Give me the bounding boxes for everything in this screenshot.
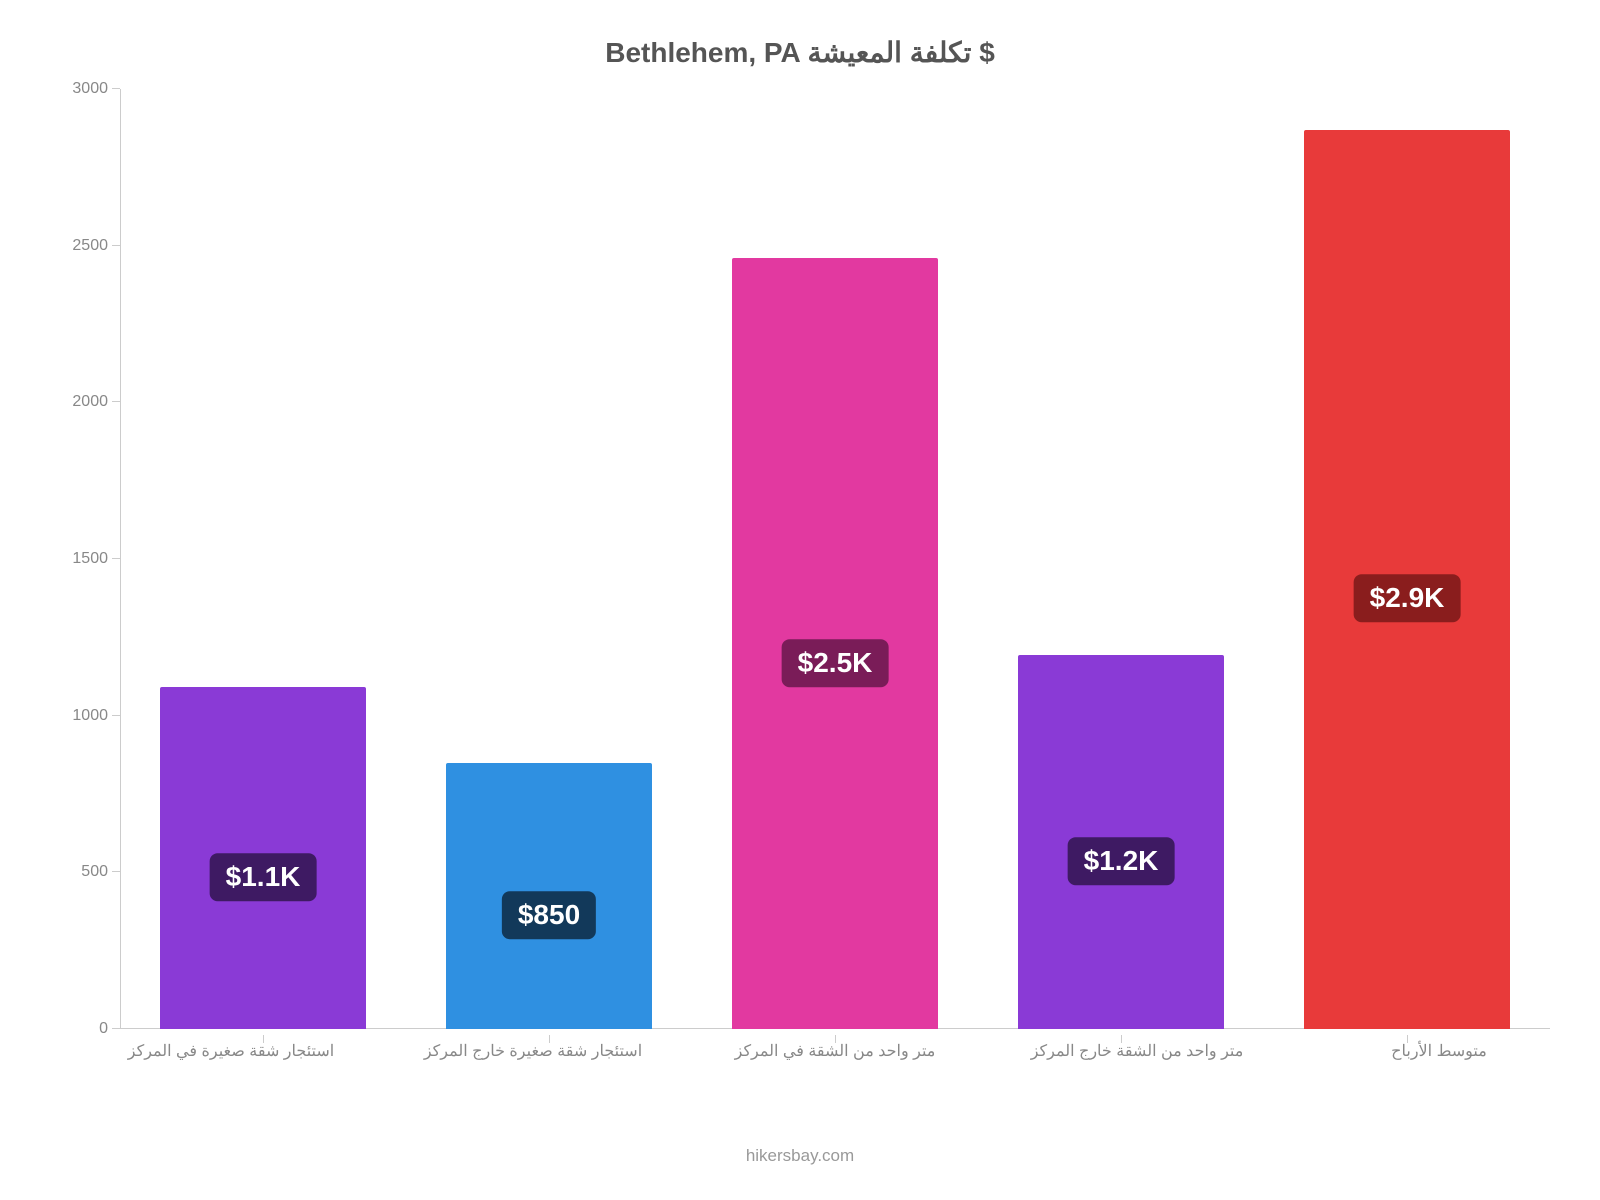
bar-value-label: $1.2K — [1068, 837, 1175, 885]
chart-container: Bethlehem, PA تكلفة المعيشة $ 0 500 1000 15… — [0, 0, 1600, 1200]
x-axis-label: متر واحد من الشقة خارج المركز — [986, 1041, 1288, 1061]
bar-slot: $2.9K — [1264, 89, 1550, 1029]
bar: $1.2K — [1018, 655, 1224, 1029]
chart-title: Bethlehem, PA تكلفة المعيشة $ — [40, 36, 1560, 69]
y-tick-mark — [112, 558, 120, 559]
y-tick-label: 1500 — [48, 550, 108, 568]
bar-value-label: $2.9K — [1354, 575, 1461, 623]
y-tick-label: 2000 — [48, 393, 108, 411]
y-tick-label: 500 — [48, 863, 108, 881]
bar-value-label: $1.1K — [210, 853, 317, 901]
bar: $2.9K — [1304, 130, 1510, 1029]
x-axis-label: متوسط الأرباح — [1288, 1041, 1590, 1061]
bars-row: $1.1K $850 $2.5K $1.2K $2.9K — [120, 89, 1550, 1029]
bar-slot: $1.2K — [978, 89, 1264, 1029]
bar: $1.1K — [160, 687, 366, 1029]
bar-slot: $1.1K — [120, 89, 406, 1029]
y-tick-label: 2500 — [48, 237, 108, 255]
bar-value-label: $2.5K — [782, 639, 889, 687]
bar-slot: $850 — [406, 89, 692, 1029]
y-axis: 050010001500200025003000 — [40, 89, 120, 1029]
y-tick-mark — [112, 871, 120, 872]
x-axis-label: استئجار شقة صغيرة في المركز — [80, 1041, 382, 1061]
x-axis-labels: استئجار شقة صغيرة في المركزاستئجار شقة ص… — [80, 1041, 1590, 1061]
bar-slot: $2.5K — [692, 89, 978, 1029]
bar: $850 — [446, 763, 652, 1029]
y-tick-mark — [112, 245, 120, 246]
y-tick-mark — [112, 1028, 120, 1029]
y-tick-mark — [112, 715, 120, 716]
chart-grid: $1.1K $850 $2.5K $1.2K $2.9K — [120, 89, 1550, 1029]
bar: $2.5K — [732, 258, 938, 1029]
bar-value-label: $850 — [502, 891, 596, 939]
y-tick-label: 1000 — [48, 707, 108, 725]
y-tick-label: 3000 — [48, 80, 108, 98]
plot-area: 050010001500200025003000 $1.1K$850$2.5K$… — [40, 89, 1560, 1029]
x-axis-label: متر واحد من الشقة في المركز — [684, 1041, 986, 1061]
x-axis-label: استئجار شقة صغيرة خارج المركز — [382, 1041, 684, 1061]
y-tick-label: 0 — [48, 1020, 108, 1038]
y-tick-mark — [112, 88, 120, 89]
y-tick-mark — [112, 401, 120, 402]
chart-footer: hikersbay.com — [0, 1146, 1600, 1166]
